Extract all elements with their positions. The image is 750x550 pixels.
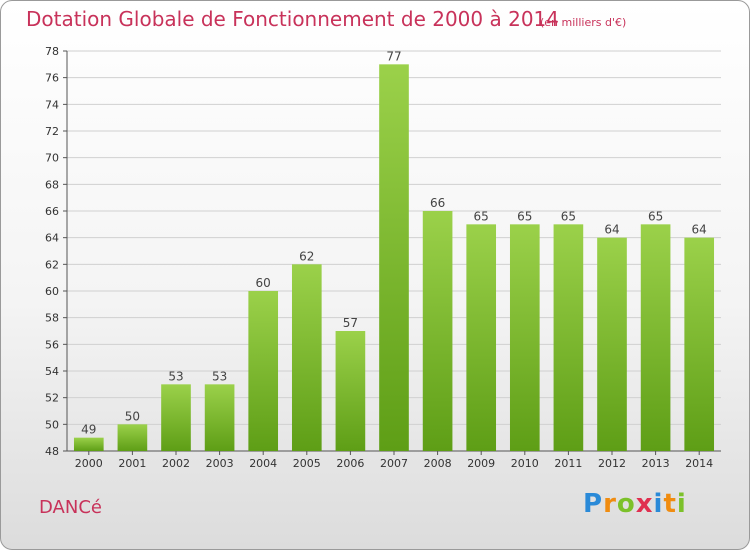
- value-label: 60: [256, 276, 271, 290]
- y-tick-label: 70: [45, 152, 59, 165]
- y-tick-label: 56: [45, 338, 59, 351]
- chart-title: Dotation Globale de Fonctionnement de 20…: [26, 7, 559, 31]
- value-label: 53: [168, 369, 183, 383]
- bar: [117, 424, 148, 451]
- proxiti-logo[interactable]: Proxiti: [583, 489, 687, 519]
- chart-subtitle: (en milliers d'€): [540, 16, 627, 29]
- x-tick-label: 2002: [162, 457, 190, 470]
- y-tick-label: 52: [45, 392, 59, 405]
- value-label: 49: [81, 423, 96, 437]
- logo-letter: r: [603, 489, 617, 519]
- y-tick-label: 50: [45, 418, 59, 431]
- commune-name: DANCé: [39, 497, 102, 518]
- value-label: 50: [125, 409, 140, 423]
- x-tick-label: 2010: [511, 457, 539, 470]
- logo-letter: P: [583, 489, 604, 519]
- y-tick-label: 68: [45, 178, 59, 191]
- bar: [204, 384, 235, 451]
- x-tick-label: 2012: [598, 457, 626, 470]
- value-label: 65: [561, 209, 576, 223]
- bar: [553, 224, 584, 451]
- bar: [597, 237, 627, 451]
- x-tick-label: 2014: [685, 457, 713, 470]
- y-tick-label: 76: [45, 72, 59, 85]
- bar: [73, 437, 104, 451]
- logo-letter: i: [676, 489, 687, 519]
- x-tick-label: 2009: [467, 457, 495, 470]
- value-label: 64: [604, 223, 619, 237]
- bars: [73, 64, 715, 452]
- bar: [684, 237, 715, 451]
- value-label: 64: [692, 223, 707, 237]
- bar: [509, 224, 540, 451]
- y-tick-label: 58: [45, 312, 59, 325]
- x-tick-label: 2004: [249, 457, 277, 470]
- bar: [248, 291, 279, 451]
- value-label: 53: [212, 369, 227, 383]
- x-tick-label: 2007: [380, 457, 408, 470]
- y-tick-label: 72: [45, 125, 59, 138]
- y-tick-label: 66: [45, 205, 59, 218]
- y-tick-label: 62: [45, 258, 59, 271]
- value-label: 62: [299, 249, 314, 263]
- y-tick-label: 78: [45, 45, 59, 58]
- x-tick-label: 2005: [293, 457, 321, 470]
- x-tick-labels: 2000 2001 2002 2003 2004 2005 2006 2007 2008 2009…: [75, 457, 713, 470]
- logo-letter: t: [663, 489, 677, 519]
- bar: [161, 384, 191, 451]
- logo-letter: x: [635, 489, 654, 519]
- x-tick-label: 2008: [424, 457, 452, 470]
- bar: [291, 264, 322, 451]
- value-label: 77: [386, 49, 401, 63]
- x-tick-label: 2000: [75, 457, 103, 470]
- bar: [466, 224, 497, 451]
- y-tick-label: 64: [45, 232, 59, 245]
- value-label: 65: [474, 209, 489, 223]
- x-tick-label: 2013: [642, 457, 670, 470]
- bar: [640, 224, 671, 451]
- bar: [379, 64, 409, 452]
- value-label: 65: [648, 209, 663, 223]
- x-tick-label: 2006: [336, 457, 364, 470]
- value-labels: 49 50 53 53 60 62 57 77 66 65 65 65 64 65 64: [81, 49, 707, 436]
- logo-letter: i: [653, 489, 664, 519]
- value-label: 57: [343, 316, 358, 330]
- x-tick-label: 2001: [118, 457, 146, 470]
- logo-letter: o: [616, 489, 636, 519]
- y-tick-labels: 48 50 52 54 56 58 60 62 64 66 68 70 72 74 76 78: [45, 45, 59, 458]
- y-tick-label: 74: [45, 98, 59, 111]
- bar: [335, 331, 366, 451]
- y-tick-label: 48: [45, 445, 59, 458]
- x-tick-label: 2003: [206, 457, 234, 470]
- y-tick-label: 60: [45, 285, 59, 298]
- y-tick-label: 54: [45, 365, 59, 378]
- bar: [422, 211, 453, 451]
- value-label: 66: [430, 196, 445, 210]
- value-label: 65: [517, 209, 532, 223]
- x-tick-label: 2011: [554, 457, 582, 470]
